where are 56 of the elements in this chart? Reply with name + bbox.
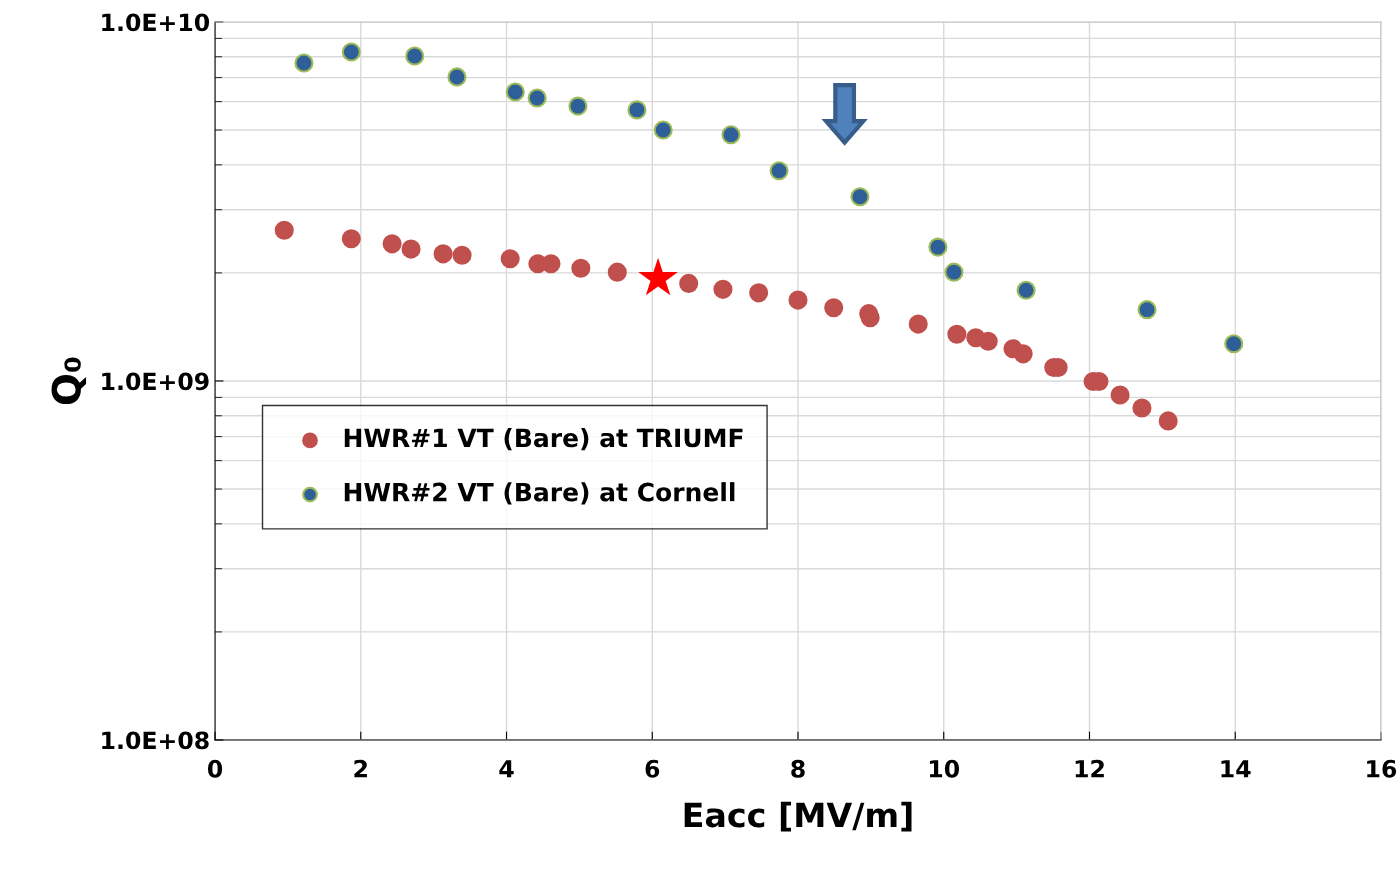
legend-label: HWR#1 VT (Bare) at TRIUMF <box>344 427 743 451</box>
point <box>382 234 402 254</box>
point <box>978 331 998 351</box>
x-tick-label: 10 <box>929 759 960 778</box>
y-axis-title: Q₀ <box>51 357 87 405</box>
point <box>527 88 547 108</box>
x-tick-label: 6 <box>645 759 660 778</box>
point <box>568 96 588 116</box>
point <box>1158 411 1178 431</box>
point <box>928 237 948 257</box>
point <box>571 258 591 278</box>
point <box>713 279 733 299</box>
point <box>401 239 421 259</box>
point <box>274 220 294 240</box>
x-tick-label: 16 <box>1367 759 1397 778</box>
point <box>850 187 870 207</box>
point <box>541 254 561 274</box>
legend-label: HWR#2 VT (Bare) at Cornell <box>344 482 735 505</box>
point <box>824 298 844 318</box>
point <box>721 125 741 145</box>
point <box>908 314 928 334</box>
point <box>947 324 967 344</box>
point <box>749 283 769 303</box>
point <box>447 67 467 87</box>
x-tick-label: 12 <box>1075 759 1104 778</box>
point <box>788 290 808 310</box>
point <box>1132 398 1152 418</box>
x-tick-label: 2 <box>354 759 367 778</box>
point <box>433 244 453 264</box>
point <box>679 273 699 293</box>
x-tick-label: 4 <box>499 760 514 778</box>
point <box>1016 280 1036 300</box>
y-tick-label: 1.0E+09 <box>102 372 209 391</box>
point <box>452 245 472 265</box>
point <box>638 257 678 296</box>
point <box>627 100 647 120</box>
point <box>607 262 627 282</box>
point <box>500 249 520 269</box>
point <box>341 42 361 62</box>
point <box>294 53 314 73</box>
point <box>653 120 673 140</box>
point <box>769 161 789 181</box>
point <box>505 82 525 102</box>
point <box>1137 300 1157 320</box>
point <box>1224 334 1244 354</box>
x-tick-label: 14 <box>1221 760 1251 778</box>
y-tick-label: 1.0E+10 <box>102 13 210 32</box>
point <box>1110 385 1130 405</box>
x-tick-label: 0 <box>207 759 223 778</box>
point <box>1013 344 1033 364</box>
y-tick-label: 1.0E+08 <box>102 731 209 750</box>
point <box>405 46 425 66</box>
x-axis-title: Eacc [MV/m] <box>684 801 912 832</box>
point <box>341 229 361 249</box>
x-tick-label: 8 <box>791 759 805 778</box>
point <box>944 262 964 282</box>
